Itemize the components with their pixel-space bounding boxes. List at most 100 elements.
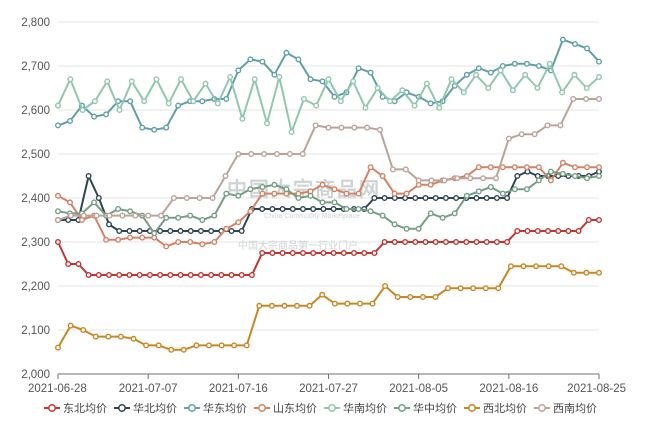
x-tick-label: 2021-06-28	[28, 383, 87, 395]
data-point	[208, 272, 215, 279]
data-point	[143, 342, 150, 349]
data-point	[533, 263, 540, 270]
series-d48265	[55, 159, 603, 250]
watermark-slogan: 中国大宗商品第一行业门户	[238, 239, 358, 252]
data-point	[460, 89, 467, 96]
data-point	[283, 186, 290, 193]
data-point	[268, 302, 275, 309]
data-point	[196, 194, 203, 201]
data-point	[505, 135, 512, 142]
data-point	[523, 186, 530, 193]
legend-label: 西南均价	[553, 402, 597, 415]
data-point	[331, 199, 338, 206]
data-point	[261, 150, 268, 157]
x-tick-label: 2021-08-05	[389, 383, 448, 395]
series-line	[57, 170, 600, 235]
series-749f83	[55, 168, 603, 237]
legend-item: 东北均价	[44, 402, 107, 415]
data-point	[153, 76, 160, 83]
data-point	[141, 98, 148, 105]
data-point	[432, 238, 439, 245]
data-point	[463, 238, 470, 245]
data-point	[371, 194, 378, 201]
data-point	[299, 150, 306, 157]
legend-item: 西北均价	[464, 402, 527, 415]
data-point	[362, 104, 369, 111]
data-point	[313, 102, 320, 109]
legend-item: 华中均价	[394, 401, 457, 415]
data-point	[343, 190, 350, 197]
data-point	[289, 205, 296, 212]
data-point	[463, 71, 470, 78]
data-point	[453, 194, 460, 201]
data-point	[117, 333, 124, 340]
data-point	[103, 111, 110, 118]
data-point	[514, 227, 521, 234]
data-point	[165, 100, 172, 107]
data-point	[544, 122, 551, 129]
data-point	[394, 294, 401, 301]
data-point	[306, 302, 313, 309]
data-point	[559, 159, 566, 166]
data-point	[55, 122, 62, 129]
data-point	[432, 294, 439, 301]
data-point	[442, 194, 449, 201]
x-tick-label: 2021-07-16	[209, 383, 268, 395]
data-point	[374, 84, 381, 91]
data-point	[163, 243, 170, 250]
data-point	[127, 234, 134, 241]
data-point	[269, 205, 276, 212]
data-point	[584, 45, 591, 52]
data-point	[367, 69, 374, 76]
data-point	[310, 205, 317, 212]
data-point	[514, 172, 521, 179]
data-point	[596, 95, 603, 102]
data-point	[279, 249, 286, 256]
data-point	[407, 294, 414, 301]
data-point	[91, 98, 98, 105]
data-point	[379, 172, 386, 179]
data-point	[105, 221, 112, 228]
data-point	[436, 104, 443, 111]
data-point	[95, 194, 102, 201]
data-point	[483, 194, 490, 201]
data-point	[391, 190, 398, 197]
data-point	[555, 172, 562, 179]
data-point	[175, 238, 182, 245]
data-point	[175, 214, 182, 221]
data-point	[596, 216, 603, 223]
data-point	[523, 164, 530, 171]
data-point	[80, 327, 87, 334]
data-point	[288, 128, 295, 135]
data-point	[279, 205, 286, 212]
data-point	[320, 205, 327, 212]
x-tick-label: 2021-07-07	[119, 383, 178, 395]
series-line	[57, 38, 600, 131]
data-point	[256, 302, 263, 309]
data-point	[547, 177, 554, 184]
data-point	[583, 269, 590, 276]
data-point	[235, 192, 242, 199]
data-point	[596, 73, 603, 80]
data-point	[259, 205, 266, 212]
watermark-en: China Commodity Marketplace	[264, 213, 360, 220]
data-point	[422, 194, 429, 201]
data-point	[419, 294, 426, 301]
legend-label: 华北均价	[133, 401, 177, 415]
data-point	[55, 238, 62, 245]
data-point	[535, 177, 542, 184]
data-point	[559, 170, 566, 177]
data-point	[248, 272, 255, 279]
data-point	[555, 227, 562, 234]
data-point	[227, 73, 234, 80]
data-point	[497, 67, 504, 74]
data-point	[167, 272, 174, 279]
data-point	[139, 234, 146, 241]
data-point	[511, 164, 518, 171]
data-point	[187, 212, 194, 219]
data-point	[190, 98, 197, 105]
data-point	[499, 190, 506, 197]
data-point	[199, 241, 206, 248]
y-tick-label: 2,500	[21, 149, 50, 161]
data-point	[126, 227, 133, 234]
